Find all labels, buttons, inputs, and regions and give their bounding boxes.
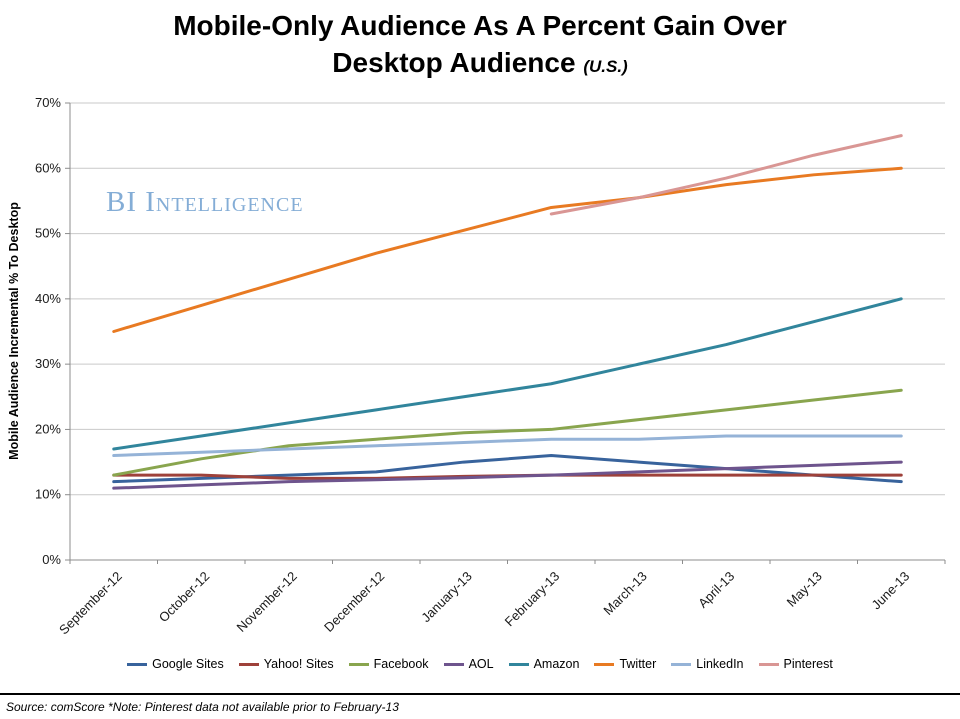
- legend-label: Pinterest: [783, 657, 833, 671]
- legend-marker-facebook: [348, 662, 369, 666]
- legend-item-aol: AOL: [443, 657, 494, 671]
- chart-title: Mobile-Only Audience As A Percent Gain O…: [0, 8, 960, 82]
- legend-label: AOL: [468, 657, 494, 671]
- legend-item-amazon: Amazon: [508, 657, 580, 671]
- x-tick-label: February-13: [502, 569, 563, 630]
- y-tick-label: 10%: [35, 487, 61, 502]
- y-tick-label: 20%: [35, 421, 61, 436]
- series-line-twitter: [112, 166, 903, 333]
- legend-marker-twitter: [594, 662, 615, 666]
- legend-item-linkedin: LinkedIn: [671, 657, 744, 671]
- legend-item-twitter: Twitter: [594, 657, 656, 671]
- legend-label: Facebook: [373, 657, 429, 671]
- watermark: BI Intelligence: [106, 186, 304, 218]
- chart-title-suffix: (U.S.): [583, 56, 628, 76]
- series-line-aol: [112, 460, 903, 490]
- legend-item-google-sites: Google Sites: [127, 657, 224, 671]
- y-tick-label: 0%: [42, 552, 61, 567]
- series-line-linkedin: [112, 434, 903, 458]
- legend-label: Twitter: [619, 657, 657, 671]
- x-tick-label: November-12: [234, 569, 300, 635]
- chart-title-line1: Mobile-Only Audience As A Percent Gain O…: [173, 10, 787, 41]
- series-line-amazon: [112, 297, 903, 451]
- legend-marker-amazon: [508, 662, 529, 666]
- legend-marker-yahoo-sites: [238, 662, 259, 666]
- x-tick-label: May-13: [784, 569, 825, 610]
- legend-label: LinkedIn: [696, 657, 744, 671]
- chart-legend: Google Sites Yahoo! Sites Facebook AOL Amazo…: [0, 657, 960, 671]
- chart-title-line2: Desktop Audience (U.S.): [0, 45, 960, 82]
- x-tick-label: January-13: [418, 569, 475, 626]
- legend-label: Amazon: [533, 657, 580, 671]
- series-line-pinterest: [549, 134, 903, 216]
- y-tick-label: 60%: [35, 160, 61, 175]
- legend-item-yahoo-sites: Yahoo! Sites: [238, 657, 334, 671]
- x-tick-label: December-12: [321, 569, 387, 635]
- series-line-facebook: [112, 388, 903, 477]
- x-tick-label: March-13: [600, 569, 649, 618]
- legend-item-pinterest: Pinterest: [758, 657, 833, 671]
- y-tick-label: 70%: [35, 95, 61, 110]
- y-tick-label: 50%: [35, 226, 61, 241]
- legend-marker-linkedin: [671, 662, 692, 666]
- legend-marker-google-sites: [127, 662, 148, 666]
- legend-item-facebook: Facebook: [348, 657, 429, 671]
- y-tick-label: 30%: [35, 356, 61, 371]
- footer-divider: [0, 693, 960, 695]
- legend-marker-pinterest: [758, 662, 779, 666]
- x-tick-label: April-13: [695, 569, 737, 611]
- legend-label: Google Sites: [152, 657, 224, 671]
- legend-marker-aol: [443, 662, 464, 666]
- chart-title-line2-text: Desktop Audience: [332, 46, 576, 78]
- legend-label: Yahoo! Sites: [263, 657, 334, 671]
- x-tick-label: October-12: [156, 569, 213, 626]
- x-tick-label: June-13: [869, 569, 913, 613]
- source-note: Source: comScore *Note: Pinterest data n…: [6, 700, 399, 714]
- y-tick-label: 40%: [35, 291, 61, 306]
- x-tick-label: September-12: [56, 569, 125, 638]
